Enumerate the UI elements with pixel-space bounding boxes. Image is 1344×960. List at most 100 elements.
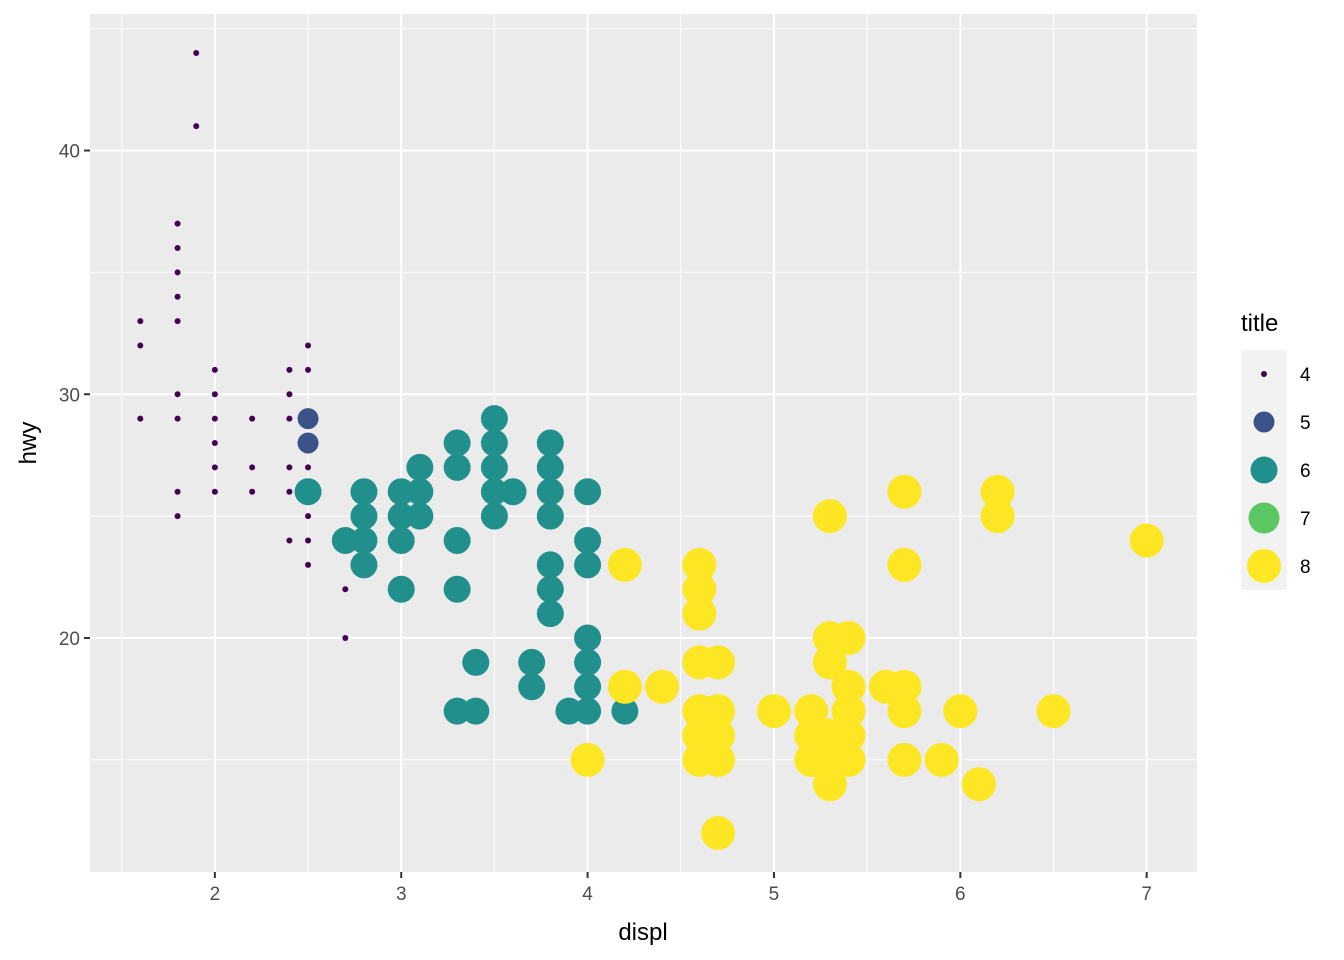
data-point <box>174 513 181 520</box>
legend-keys: 4 5 6 7 8 <box>1241 350 1311 590</box>
data-point <box>305 464 312 471</box>
y-tick-label: 40 <box>59 142 80 163</box>
data-point <box>574 673 602 701</box>
data-point <box>480 502 508 530</box>
grid-minor <box>90 14 1197 872</box>
grid-major <box>90 14 1197 872</box>
data-point <box>297 408 319 430</box>
data-point <box>387 575 415 603</box>
data-point <box>536 453 564 481</box>
data-point <box>701 718 736 753</box>
data-point <box>574 648 602 676</box>
data-point <box>462 697 490 725</box>
data-point <box>574 478 602 506</box>
legend-label: 8 <box>1300 557 1311 578</box>
data-point <box>305 537 312 544</box>
data-point <box>443 697 471 725</box>
data-point <box>350 502 378 530</box>
data-point <box>536 575 564 603</box>
data-point <box>536 551 564 579</box>
data-point <box>574 697 602 725</box>
data-point <box>174 293 181 300</box>
data-point <box>607 547 642 582</box>
data-point <box>480 453 508 481</box>
data-point <box>193 50 200 56</box>
axis-ticks <box>84 149 1148 878</box>
data-point <box>286 488 293 495</box>
data-point <box>756 694 791 729</box>
data-point <box>211 440 218 446</box>
data-point <box>499 478 527 506</box>
data-point <box>831 694 866 729</box>
data-point <box>682 596 717 631</box>
data-point <box>701 816 736 850</box>
data-point <box>387 478 415 506</box>
legend-key-swatch <box>1253 411 1275 433</box>
data-point <box>342 635 349 641</box>
data-point <box>350 527 378 554</box>
legend-label: 7 <box>1300 509 1311 530</box>
data-point <box>174 245 181 251</box>
x-tick-label: 4 <box>582 884 593 905</box>
x-tick-label: 7 <box>1141 884 1152 905</box>
data-point <box>193 123 200 130</box>
data-point <box>174 415 181 422</box>
plot-background <box>90 14 1197 872</box>
data-point <box>574 527 602 554</box>
data-point <box>536 429 564 457</box>
data-point <box>480 405 508 433</box>
data-point <box>406 502 434 530</box>
data-point <box>682 572 717 607</box>
data-point <box>211 488 218 495</box>
data-point <box>924 742 959 777</box>
data-point <box>286 537 293 544</box>
data-point <box>350 551 378 579</box>
data-point <box>812 499 847 534</box>
data-point <box>701 645 736 680</box>
data-point <box>887 474 922 509</box>
data-point <box>249 488 256 495</box>
data-point <box>536 478 564 506</box>
data-point <box>297 432 319 454</box>
y-tick-label: 30 <box>59 385 80 406</box>
x-axis-title: displ <box>618 919 667 946</box>
data-point <box>518 648 546 676</box>
data-point <box>611 697 639 725</box>
data-point <box>211 464 218 471</box>
data-point <box>174 269 181 276</box>
data-point <box>211 391 218 398</box>
data-point <box>701 742 736 777</box>
data-point <box>831 718 866 753</box>
x-tick-label: 5 <box>769 884 780 905</box>
data-point <box>286 391 293 398</box>
data-point <box>387 527 415 554</box>
data-point <box>350 478 378 506</box>
data-point <box>980 474 1015 509</box>
data-point <box>536 502 564 530</box>
data-point <box>831 669 866 704</box>
data-point <box>1129 523 1164 558</box>
legend-key-swatch <box>1250 456 1278 484</box>
data-point <box>980 499 1015 534</box>
data-point <box>943 694 978 729</box>
data-point <box>1036 694 1071 729</box>
data-point <box>137 318 144 325</box>
data-point <box>174 318 181 325</box>
data-point <box>887 694 922 729</box>
data-point <box>887 669 922 704</box>
data-point <box>174 220 181 227</box>
data-point <box>555 697 583 725</box>
data-point <box>570 742 605 777</box>
data-point <box>574 551 602 579</box>
data-point <box>137 342 144 349</box>
legend-key-swatch <box>1261 371 1267 377</box>
data-point <box>961 767 996 802</box>
data-point <box>137 415 144 422</box>
data-point <box>480 429 508 457</box>
legend-label: 6 <box>1300 461 1311 482</box>
data-point <box>305 366 312 373</box>
data-point <box>406 453 434 481</box>
data-point <box>331 527 359 554</box>
data-point <box>249 464 256 471</box>
data-point <box>211 366 218 373</box>
